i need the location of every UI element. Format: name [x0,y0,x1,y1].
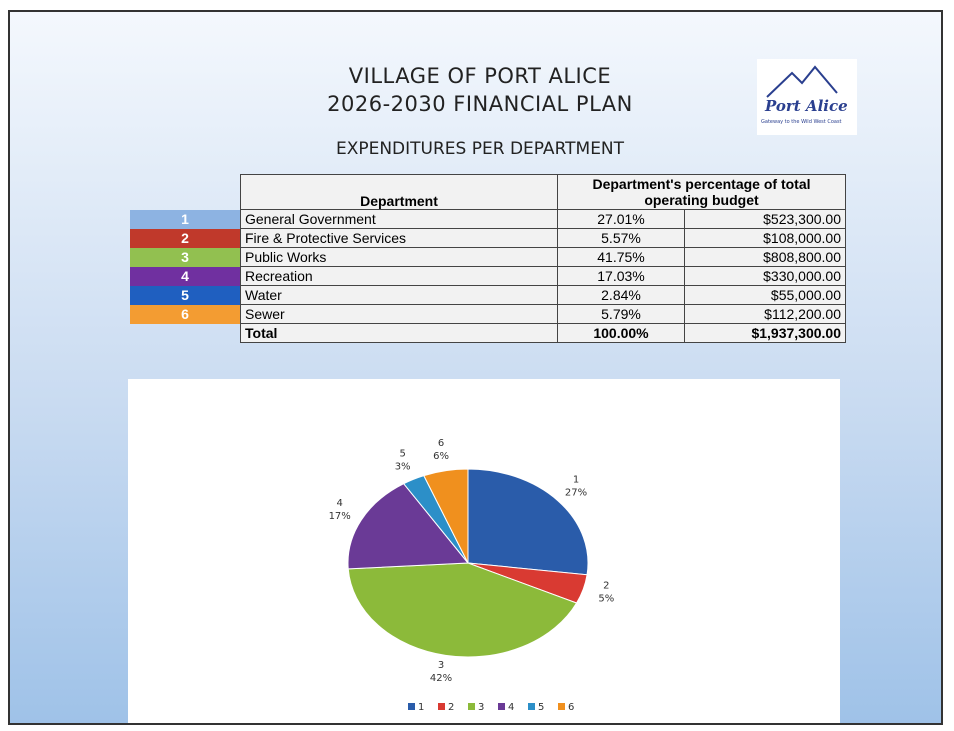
legend-label: 4 [508,702,514,713]
pie-chart: 1 27% 2 5% 3 42% 4 17% 5 3% 6 6% 1 2 3 4 5 6 [329,438,615,713]
title-line: 2026-2030 FINANCIAL PLAN [327,92,633,116]
header-cell: Department's percentage of total operati… [557,174,846,210]
table-row: 3 Public Works 41.75% $808,800.00 [130,247,846,267]
total-row: Total 100.00% $1,937,300.00 [130,323,846,343]
pie-slice [347,562,578,658]
table-row: 4 Recreation 17.03% $330,000.00 [130,266,846,286]
legend-label: 6 [568,702,574,713]
pie-slice [467,468,589,576]
slice-category: 3 [438,660,444,671]
slide: VILLAGE OF PORT ALICE 2026-2030 FINANCIA… [8,10,943,725]
header-row: Department Department's percentage of to… [130,174,846,210]
percent-cell: 27.01% [557,209,685,229]
header-cell: Department [240,174,558,210]
legend-label: 1 [418,702,424,713]
amount-cell: $108,000.00 [684,228,846,248]
slice-label: 6% [433,451,449,462]
subtitle: EXPENDITURES PER DEPARTMENT [335,139,625,159]
budget-table: Department Department's percentage of to… [130,174,846,343]
legend-swatch [498,703,505,710]
amount-cell: $523,300.00 [684,209,846,229]
department-cell: Water [240,285,558,305]
logo-name: Port Alice [765,97,848,115]
slice-category: 4 [337,498,343,509]
table-row: 2 Fire & Protective Services 5.57% $108,000… [130,228,846,248]
percent-cell: 5.79% [557,304,685,324]
slice-label: 3% [395,461,411,472]
row-number: 6 [130,304,241,324]
slice-label: 42% [430,673,452,684]
row-number: 1 [130,209,241,229]
amount-cell: $808,800.00 [684,247,846,267]
title-line: VILLAGE OF PORT ALICE [348,64,612,88]
legend-swatch [558,703,565,710]
row-number: 3 [130,247,241,267]
slice-label: 5% [598,593,614,604]
pie-slice [423,468,469,564]
legend-label: 3 [478,702,484,713]
legend-swatch [408,703,415,710]
legend-label: 5 [538,702,544,713]
legend-label: 2 [448,702,454,713]
percent-cell: 17.03% [557,266,685,286]
row-number: 5 [130,285,241,305]
slice-category: 1 [573,474,579,485]
total-label: Total [240,323,558,343]
row-number [130,324,241,343]
percent-cell: 2.84% [557,285,685,305]
table-row: 5 Water 2.84% $55,000.00 [130,285,846,305]
slice-category: 2 [603,580,609,591]
department-cell: General Government [240,209,558,229]
logo: Port Alice Gateway to the Wild West Coas… [757,59,857,135]
legend-swatch [528,703,535,710]
chart-area: 1 27% 2 5% 3 42% 4 17% 5 3% 6 6% 1 2 3 4 5 6 [128,379,840,723]
percent-cell: 5.57% [557,228,685,248]
amount-cell: $55,000.00 [684,285,846,305]
department-cell: Public Works [240,247,558,267]
amount-cell: $112,200.00 [684,304,846,324]
total-percent: 100.00% [557,323,685,343]
department-cell: Sewer [240,304,558,324]
pie-slice [347,483,470,570]
legend-swatch [468,703,475,710]
amount-cell: $330,000.00 [684,266,846,286]
table-row: 1 General Government 27.01% $523,300.00 [130,209,846,229]
table-row: 6 Sewer 5.79% $112,200.00 [130,304,846,324]
slice-label: 27% [565,487,587,498]
slice-label: 17% [329,511,351,522]
total-amount: $1,937,300.00 [684,323,846,343]
row-number: 2 [130,228,241,248]
slice-category: 5 [399,448,405,459]
legend-swatch [438,703,445,710]
percent-cell: 41.75% [557,247,685,267]
logo-mountains [766,65,838,98]
logo-tagline: Gateway to the Wild West Coast [761,119,842,125]
row-number: 4 [130,266,241,286]
slice-category: 6 [438,438,444,449]
department-cell: Fire & Protective Services [240,228,558,248]
department-cell: Recreation [240,266,558,286]
